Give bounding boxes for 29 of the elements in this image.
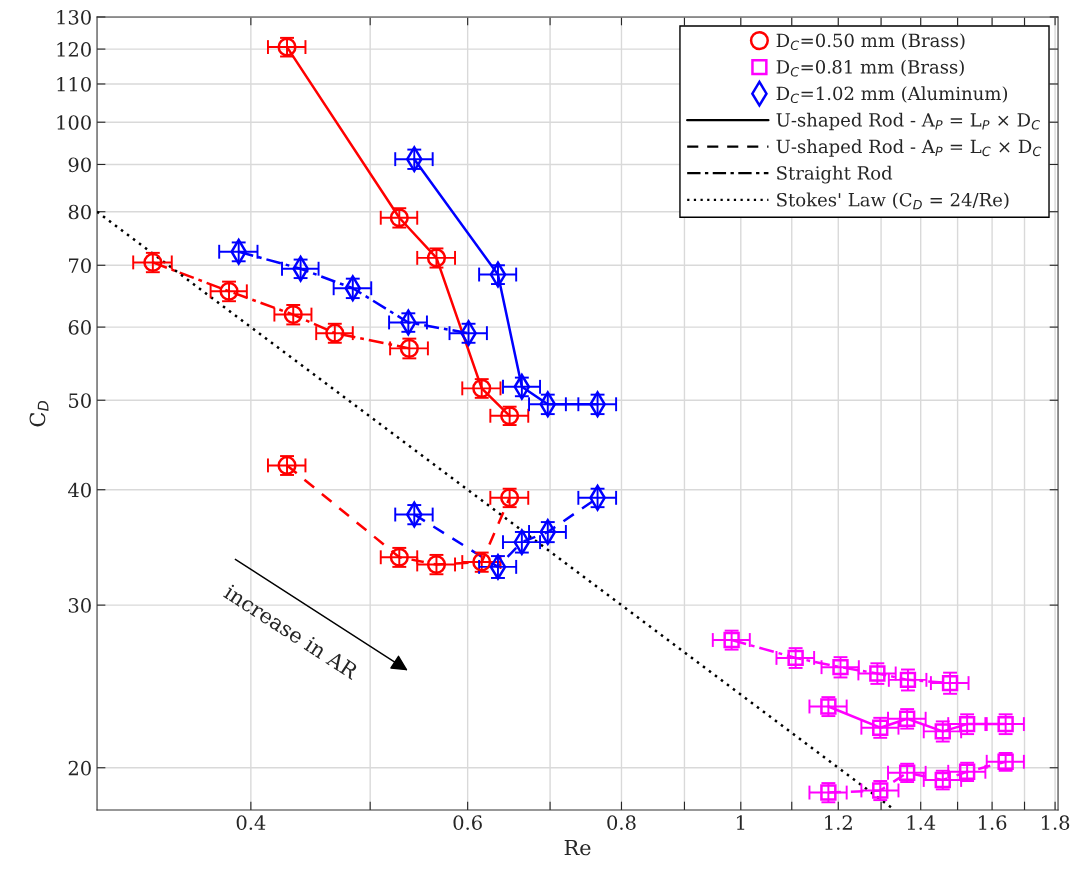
x-tick-label: 0.8 bbox=[607, 815, 636, 830]
y-tick-label: 20 bbox=[68, 760, 91, 776]
y-tick-label: 50 bbox=[69, 393, 91, 408]
x-tick-label: 1 bbox=[736, 815, 745, 830]
legend-label: D$_{C}$=0.81 mm (Brass) bbox=[776, 59, 964, 77]
y-tick-label: 100 bbox=[57, 115, 91, 130]
x-tick-label: 1.4 bbox=[907, 815, 936, 830]
y-tick-label: 60 bbox=[68, 320, 91, 335]
legend-label: D$_{C}$=0.50 mm (Brass) bbox=[776, 33, 965, 51]
x-axis-title: Re bbox=[564, 839, 591, 856]
x-tick-label: 1.2 bbox=[825, 815, 852, 830]
y-tick-label: 70 bbox=[69, 258, 91, 273]
x-tick-label: 0.4 bbox=[236, 815, 266, 830]
legend-label: U-shaped Rod - A$_{P}$ = L$_{C}$ × D$_{C}$ bbox=[776, 139, 1042, 157]
legend-label: Stokes' Law (C$_{D}$ = 24/Re) bbox=[777, 192, 1009, 210]
legend-label: D$_{C}$=1.02 mm (Aluminum) bbox=[776, 86, 1008, 104]
y-tick-label: 30 bbox=[68, 598, 91, 613]
y-tick-label: 120 bbox=[57, 42, 91, 57]
x-tick-label: 1.8 bbox=[1041, 815, 1070, 830]
legend-label: U-shaped Rod - A$_{P}$ = L$_{P}$ × D$_{C}$ bbox=[776, 112, 1041, 131]
x-tick-label: 0.6 bbox=[453, 815, 482, 830]
y-tick-label: 80 bbox=[68, 204, 91, 220]
y-tick-label: 40 bbox=[68, 482, 91, 498]
legend-label: Straight Rod bbox=[777, 165, 893, 184]
y-tick-label: 90 bbox=[68, 157, 91, 173]
y-tick-label: 110 bbox=[57, 76, 91, 92]
x-tick-label: 1.6 bbox=[979, 815, 1007, 830]
y-tick-label: 130 bbox=[57, 9, 91, 25]
y-axis-title: C$_{D}$ bbox=[29, 400, 49, 427]
